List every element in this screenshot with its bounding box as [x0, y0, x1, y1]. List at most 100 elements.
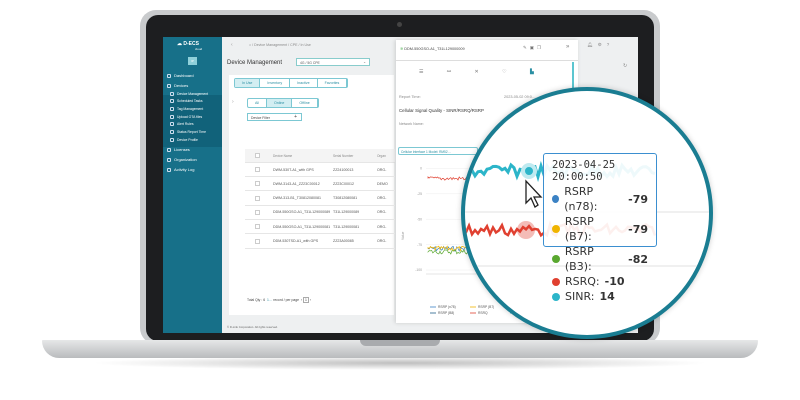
health-icon[interactable]: ♡	[502, 69, 507, 75]
tab-offline[interactable]: Offline	[292, 99, 318, 107]
table-row[interactable]: DDM-550GSO-A1_T31L129000089 T31L129000089…	[245, 206, 395, 220]
sidebar-item-devices[interactable]: Devices	[167, 83, 188, 88]
collapse-icon[interactable]: ‹	[231, 42, 233, 48]
sidebar-sub-status-report[interactable]: Status Report Time	[170, 130, 206, 134]
row-checkbox[interactable]	[255, 181, 260, 187]
series-dot-icon	[552, 255, 560, 263]
tooltip-entry: RSRQ: -10	[552, 274, 648, 289]
panel-tab-icons: ☰ ⚯ ✕ ♡ ▙	[419, 69, 534, 75]
brand-logo: ☁ D-ECS	[177, 41, 199, 47]
tabs: In Use Inventory Inactive Favorites	[234, 78, 349, 88]
device-type-select[interactable]: 4G / 5G CPE ⌄	[296, 58, 370, 66]
tooltip-entry: SINR: 14	[552, 289, 648, 304]
tab-online[interactable]: Online	[267, 99, 293, 107]
device-name[interactable]: DWM-530T-A1_with GPS	[273, 167, 314, 172]
sidebar-sub-tag-management[interactable]: Tag Management	[170, 107, 203, 111]
tab-in-use[interactable]: In Use	[235, 79, 261, 87]
table-row[interactable]: DWM-530T-A1_with GPS ZZ24100013 ORG-	[245, 163, 395, 177]
camera-icon[interactable]: ▣	[529, 45, 538, 50]
breadcrumb: ⌂ / Device Management / CPE / In Use	[249, 43, 311, 47]
edit-icon[interactable]: ✎	[523, 45, 530, 50]
chart-icon[interactable]: ▙	[529, 69, 534, 75]
row-checkbox[interactable]	[255, 195, 260, 201]
list-icon[interactable]: ☰	[419, 69, 424, 75]
label: Status Report Time	[177, 130, 207, 134]
copy-icon[interactable]: ❐	[537, 45, 545, 50]
table-row[interactable]: DWM-3143-A1_ZZ23C00012 ZZ23C00012 DEMO	[245, 177, 395, 192]
y-tick-label: 0	[420, 167, 422, 171]
sidebar-sub-alert-rules[interactable]: Alert Rules	[170, 122, 194, 126]
table-scrollbar[interactable]	[245, 248, 395, 250]
y-tick-label: -75	[417, 243, 422, 247]
table-row[interactable]: DWM-313-B1_T30812080081 T30812080081 ORG-	[245, 192, 395, 206]
table-row[interactable]: DDM-550GSO-A1_T31L129000081 T31L129000081…	[245, 220, 395, 235]
serial-number: ZZ24100013	[333, 167, 354, 172]
clock-icon	[170, 130, 174, 134]
row-checkbox[interactable]	[255, 167, 260, 172]
device-name[interactable]: DDM-550GSO-A1_T31L129000081	[273, 224, 331, 229]
legend-entry: RSRP (n78)	[438, 305, 456, 309]
device-name[interactable]: DDM-530TSD-A1_with GPS	[273, 239, 319, 243]
magnifier: 2023-04-25 20:00:50 RSRP (n78): -79 RSRP (…	[461, 87, 713, 339]
org-avatar[interactable]: IP	[188, 57, 197, 65]
sidebar-sub-device-profile[interactable]: Device Profile	[170, 138, 198, 142]
y-tick-label: -25	[417, 192, 422, 196]
sidebar-item-dashboard[interactable]: Dashboard	[167, 73, 194, 78]
table-row[interactable]: DDM-530TSD-A1_with GPS ZZ23A00085 ORG-	[245, 235, 395, 249]
sidebar-item-activity-log[interactable]: Activity Log	[167, 167, 194, 172]
select-all-checkbox[interactable]	[255, 153, 260, 158]
tooltip-value: -82	[628, 252, 648, 266]
label: Device Management	[177, 92, 209, 96]
series-dot-icon	[552, 195, 560, 203]
tab-inventory[interactable]: Inventory	[260, 79, 291, 87]
device-filter-button[interactable]: Device Filter +	[247, 113, 302, 121]
sidebar-item-licenses[interactable]: Licenses	[167, 147, 190, 152]
brand-sub: cloud	[195, 47, 203, 51]
upload-icon	[170, 115, 174, 119]
y-tick-label: -50	[417, 217, 422, 221]
tab-favorites[interactable]: Favorites	[318, 79, 348, 87]
col-device-name[interactable]: Device Name	[273, 153, 293, 158]
expand-icon[interactable]: ›	[232, 99, 234, 105]
label: Dashboard	[174, 73, 194, 78]
profile-icon	[170, 138, 174, 142]
plus-icon: +	[294, 114, 297, 120]
page-1[interactable]: 1	[303, 297, 309, 303]
tools-icon[interactable]: ✕	[474, 69, 479, 75]
col-organization: Organ	[377, 153, 386, 158]
mouse-cursor-icon	[525, 179, 543, 208]
tab-all[interactable]: All	[248, 99, 267, 107]
sidebar-sub-device-management[interactable]: Device Management	[170, 92, 208, 96]
device-name[interactable]: DDM-550GSO-A1_T31L129000089	[273, 210, 331, 215]
per-page-select[interactable]: 1…	[266, 298, 273, 302]
tooltip-label: SINR:	[565, 290, 595, 303]
row-checkbox[interactable]	[255, 238, 260, 244]
device-name[interactable]: DWM-313-B1_T30812080081	[273, 196, 321, 201]
tooltip-time: 2023-04-25 20:00:50	[552, 159, 616, 183]
row-checkbox[interactable]	[255, 224, 260, 230]
tag-icon	[170, 107, 174, 111]
row-checkbox[interactable]	[255, 209, 260, 215]
list-icon	[170, 92, 174, 96]
hover-point	[517, 221, 535, 239]
legend-entry: RSRP (B7)	[478, 305, 494, 309]
sidebar-sub-upload-ota[interactable]: Upload OTA files	[170, 115, 202, 119]
help-icon[interactable]: ?	[606, 42, 615, 47]
bell-icon[interactable]: 🔔︎	[587, 42, 598, 47]
device-name[interactable]: DWM-3143-A1_ZZ23C00012	[273, 181, 320, 186]
org-icon	[167, 157, 171, 162]
series-dot-icon	[552, 277, 560, 286]
laptop-base	[42, 340, 758, 358]
per-page-label: record / per page	[273, 298, 300, 302]
link-icon[interactable]: ⚯	[446, 69, 452, 75]
collapse-panel-icon[interactable]: »	[566, 44, 570, 50]
header-icons: 🔔︎⚙?	[587, 42, 614, 48]
series-dot-icon	[552, 292, 560, 301]
sidebar-item-organization[interactable]: Organization	[167, 157, 197, 162]
copyright: © D-Link Corporation. All rights reserve…	[227, 325, 278, 329]
refresh-icon[interactable]: ↻	[623, 63, 628, 69]
tooltip-label: RSRQ:	[565, 275, 600, 288]
settings-icon[interactable]: ⚙	[597, 42, 607, 47]
sidebar-sub-scheduled-tasks[interactable]: Scheduled Tasks	[170, 99, 203, 103]
tab-inactive[interactable]: Inactive	[290, 79, 318, 87]
